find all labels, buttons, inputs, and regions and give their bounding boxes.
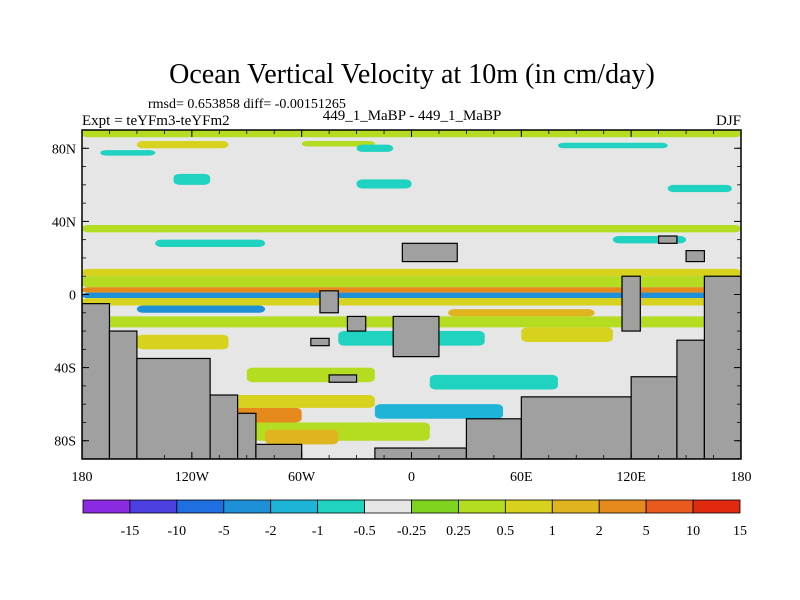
land-mass (676, 339, 705, 459)
y-tick-label: 80S (54, 435, 76, 450)
field-patch (356, 179, 412, 189)
colorbar-swatch (598, 499, 647, 514)
field-patch (136, 305, 266, 313)
colorbar-label: -15 (121, 524, 140, 539)
field-patch (82, 292, 741, 299)
y-tick-label: 40S (54, 362, 76, 377)
colorbar-label: 1 (549, 524, 556, 539)
field-patch (136, 334, 229, 350)
colorbar-swatch (223, 499, 272, 514)
run-label: 449_1_MaBP - 449_1_MaBP (323, 108, 502, 124)
field-patch (210, 395, 375, 408)
land-mass (255, 443, 303, 459)
colorbar-label: 2 (596, 524, 603, 539)
field-patch (136, 140, 229, 149)
colorbar-swatch (458, 499, 506, 514)
colorbar-label: 10 (686, 524, 700, 539)
experiment-label: Expt = teYFm3-teYFm2 (82, 113, 230, 129)
colorbar-label: 0.25 (446, 524, 471, 539)
colorbar-swatch (504, 499, 553, 514)
land-mass (136, 357, 211, 459)
land-mass (82, 303, 111, 459)
map-plot (81, 129, 742, 460)
x-tick-label: 60W (288, 470, 316, 485)
land-mass (392, 315, 440, 358)
land-mass (310, 337, 330, 347)
x-tick-label: 180 (731, 470, 752, 485)
field-patch (374, 404, 504, 419)
season-label: DJF (716, 113, 741, 129)
x-axis: 180 120W 60W 0 60E 120E 180 (72, 130, 752, 485)
colorbar-swatch (364, 499, 412, 514)
colorbar-swatch (129, 499, 178, 514)
colorbar-swatch (270, 499, 319, 514)
stats-label: rmsd= 0.653858 diff= -0.00151265 (148, 97, 346, 112)
colorbar-label: 5 (643, 524, 650, 539)
map-field-layer (82, 130, 741, 459)
land-mass (209, 394, 239, 459)
field-patch (173, 173, 211, 185)
land-mass (108, 330, 138, 459)
field-patch (155, 239, 266, 247)
colorbar-swatch (645, 499, 694, 514)
field-patch (265, 429, 339, 445)
land-mass (685, 250, 705, 263)
colorbar-swatch (82, 499, 131, 514)
field-patch (557, 142, 668, 149)
field-patch (448, 309, 595, 317)
land-mass (374, 447, 468, 459)
colorbar-label: -10 (168, 524, 187, 539)
colorbar: -15 -10 -5 -2 -1 -0.5 -0.25 0.25 0.5 1 2 5 10 15 (82, 499, 747, 539)
land-mass (346, 315, 367, 332)
colorbar-label: -2 (265, 524, 277, 539)
field-patch (82, 287, 741, 293)
colorbar-label: -0.5 (353, 524, 375, 539)
x-tick-label: 120E (616, 470, 646, 485)
field-patch (301, 140, 375, 147)
field-patch (100, 150, 156, 156)
field-patch (521, 327, 613, 343)
land-mass (630, 376, 678, 459)
x-tick-label: 180 (72, 470, 93, 485)
field-patch (429, 374, 558, 390)
field-patch (356, 144, 394, 152)
colorbar-swatch (176, 499, 225, 514)
land-mass (658, 235, 678, 244)
colorbar-label: -0.25 (397, 524, 426, 539)
y-tick-label: 40N (52, 215, 76, 230)
colorbar-label: -1 (312, 524, 324, 539)
land-mass (319, 290, 339, 314)
land-mass (465, 418, 522, 459)
field-patch (667, 184, 732, 193)
y-tick-label: 0 (69, 289, 76, 304)
field-patch (82, 276, 741, 288)
y-tick-label: 80N (52, 142, 76, 157)
chart-title: Ocean Vertical Velocity at 10m (in cm/da… (169, 59, 655, 90)
colorbar-swatch (692, 499, 741, 514)
y-axis: 80N 40N 0 40S 80S (52, 142, 741, 450)
land-mass (621, 275, 641, 332)
land-mass (236, 412, 257, 459)
x-tick-label: 120W (175, 470, 210, 485)
colorbar-swatch (317, 499, 365, 514)
colorbar-swatch (551, 499, 600, 514)
land-mass (520, 396, 632, 459)
field-patch (82, 298, 741, 306)
land-mass (401, 242, 458, 263)
field-patch (82, 268, 741, 277)
colorbar-swatch (411, 499, 459, 514)
field-patch (82, 225, 741, 233)
colorbar-label: 15 (733, 524, 747, 539)
colorbar-label: -5 (218, 524, 230, 539)
x-tick-label: 60E (510, 470, 533, 485)
land-mass (328, 374, 358, 383)
x-tick-label: 0 (408, 470, 415, 485)
colorbar-label: 0.5 (497, 524, 515, 539)
